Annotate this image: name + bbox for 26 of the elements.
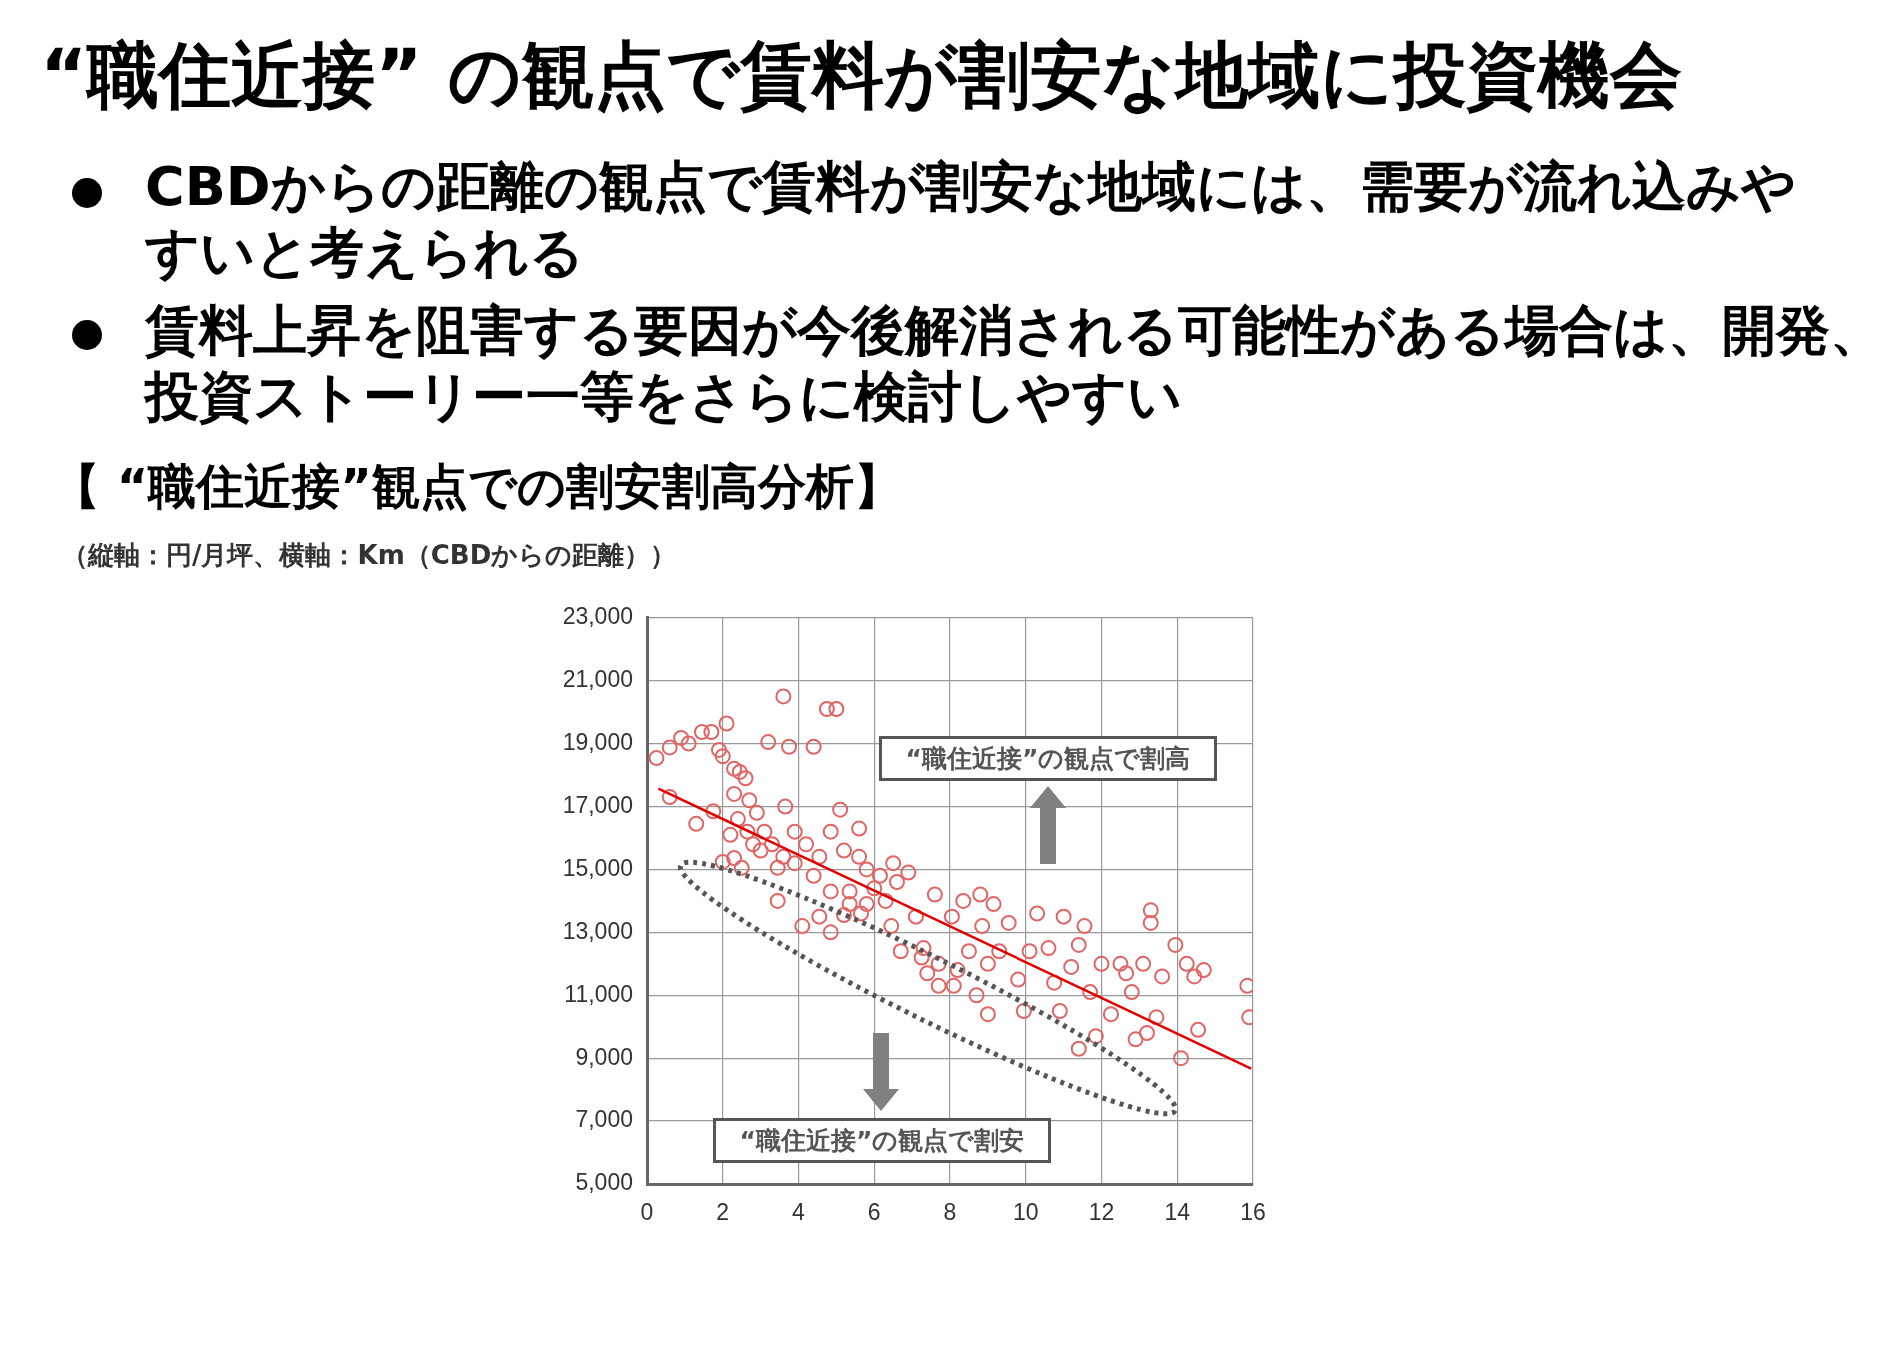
chart-subtitle: 【 “職住近接”観点での割安割高分析】 [52,457,902,516]
y-tick-label: 17,000 [562,791,633,818]
y-tick-label: 5,000 [575,1169,633,1196]
x-tick-label: 6 [867,1199,881,1226]
y-tick-label: 23,000 [562,603,633,630]
y-tick-label: 7,000 [575,1106,633,1133]
y-tick-label: 9,000 [575,1043,633,1070]
x-tick-label: 10 [1012,1199,1039,1226]
x-tick-label: 12 [1088,1199,1115,1226]
x-tick-label: 4 [792,1199,806,1226]
text: （縦軸：円/月坪、横軸：Km（CBDからの距離）） [62,539,677,572]
y-tick-label: 11,000 [564,980,633,1007]
y-tick-label: 15,000 [562,854,633,881]
y-tick-label: 19,000 [562,728,633,755]
text: 賃料上昇を阻害する要因が今後解消される可能性がある場合は、開発、投資ストーリー一等をさらに検討しやすい [145,298,1885,430]
x-tick-label: 2 [716,1199,730,1226]
annotation: “職住近接”の観点で割安 [713,1118,1051,1163]
annotation: “職住近接”の観点で割高 [879,736,1217,781]
text: CBDからの距離の観点で賃料が割安な地域には、需要が流れ込みやすいと考えられる [145,154,1797,286]
x-tick-label: 14 [1164,1199,1191,1226]
chart-title: “職住近接” の観点で賃料が割安な地域に投資機会 [40,32,1682,119]
x-tick-label: 8 [943,1199,957,1226]
x-tick-label: 0 [640,1199,654,1226]
x-tick-label: 16 [1240,1199,1266,1226]
y-tick-label: 21,000 [562,666,633,693]
y-tick-label: 13,000 [562,917,633,944]
